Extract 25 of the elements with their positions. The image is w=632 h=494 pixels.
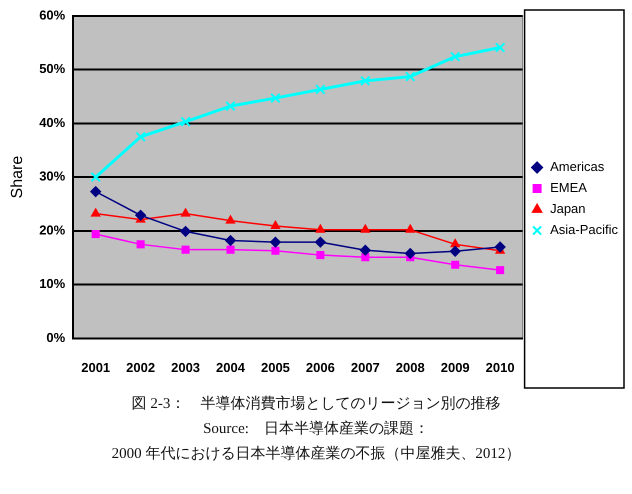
y-tick-label: 50% [39,61,66,76]
legend-label: Asia-Pacific [550,222,618,238]
x-tick-label: 2008 [396,360,425,375]
x-tick-label: 2004 [216,360,246,375]
source-note: Source: 日本半導体産業の課題： [202,419,430,439]
x-tick-label: 2005 [260,360,290,375]
y-tick-label: 30% [39,168,66,184]
legend-label: EMEA [550,180,588,196]
x-tick-label: 2006 [306,360,335,375]
x-tick-label: 2007 [350,360,380,375]
y-tick-label: 40% [39,114,66,130]
text: 2000 年代における日本半導体産業の不振（中屋雅夫、2012） [110,444,522,464]
x-tick-label: 2003 [171,360,200,375]
legend-label: Americas [550,159,605,174]
x-tick-label: 2001 [81,360,110,375]
y-tick-label: 20% [39,222,66,238]
y-tick-label: 0% [46,330,66,345]
caption: 図 2-3： 半導体消費市場としてのリージョン別の推移 [130,394,502,414]
y-axis-title: Share [9,156,26,198]
x-tick-label: 2002 [126,360,156,375]
x-tick-label: 2009 [440,360,470,375]
legend-label: Japan [550,201,586,216]
y-tick-label: 60% [39,7,66,22]
x-tick-label: 2010 [486,360,515,375]
y-tick-label: 10% [39,276,66,292]
